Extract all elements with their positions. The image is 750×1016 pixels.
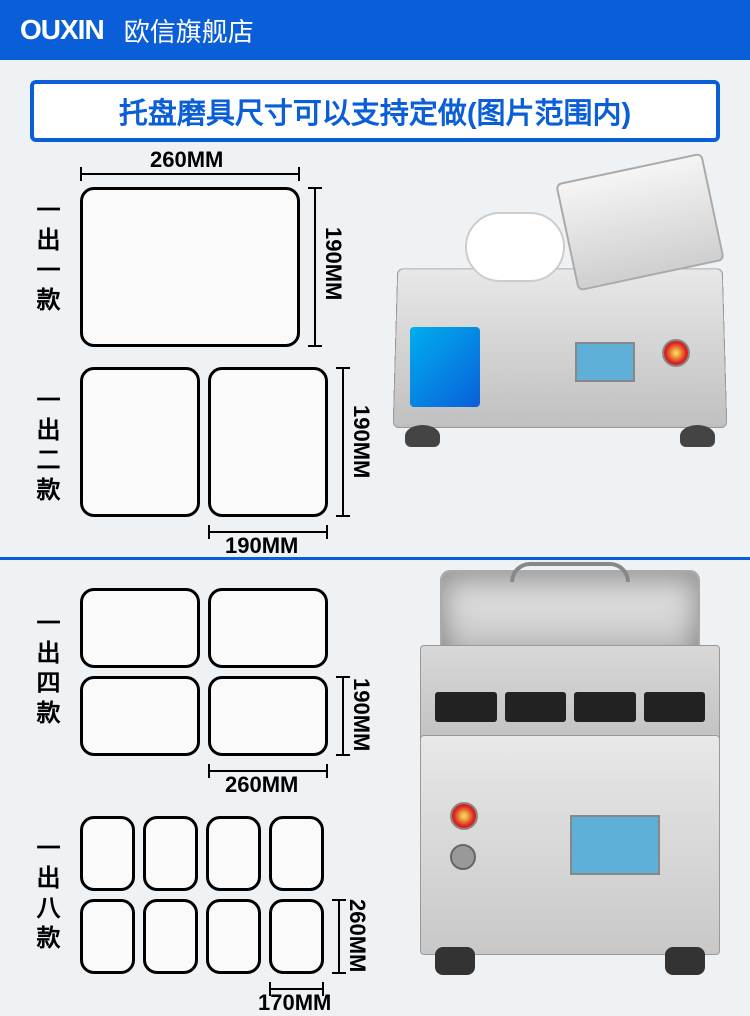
tray-2x4 [80,816,135,891]
dim-line [338,899,340,974]
dim-line [80,173,300,175]
dim-260: 260MM [225,772,298,798]
tray-1x2-a [80,367,200,517]
dim-190: 190MM [348,678,374,751]
machine-foot [405,425,440,447]
shop-name: 欧信旗舰店 [124,12,254,49]
tray-2x2 [208,676,328,756]
touch-screen [570,815,660,875]
dim-170: 170MM [258,990,331,1016]
power-button [450,844,476,870]
touch-screen [575,342,635,382]
dim-line [342,676,344,756]
tray-2x2 [208,588,328,668]
section-upper: 一出一款 260MM 190MM 一出二款 190MM 190MM [0,157,750,557]
dim-190: 190MM [348,405,374,478]
title-text: 托盘磨具尺寸可以支持定做(图片范围内) [119,98,631,130]
label-style4: 一出四款 [28,610,63,730]
emergency-stop-button [450,802,478,830]
label-style8: 一出八款 [28,835,63,955]
header-bar: OUXIN 欧信旗舰店 [0,0,750,60]
lid-handle [510,562,630,582]
title-banner: 托盘磨具尺寸可以支持定做(图片范围内) [30,80,720,142]
tray-2x2 [80,676,200,756]
tray-2x4 [206,816,261,891]
section-lower: 一出四款 190MM 260MM 一出八款 260MM 170MM [0,560,750,990]
emergency-stop-button [662,339,690,367]
machine-lid [440,570,700,655]
dim-line [314,187,316,347]
product-sticker [410,327,480,407]
tray-2x4 [269,899,324,974]
dim-190: 190MM [320,227,346,300]
dim-190: 190MM [225,533,298,559]
machine-small [395,167,725,447]
tray-1x1 [80,187,300,347]
caster-wheel [435,947,475,975]
tray-2x4 [143,899,198,974]
machine-large [420,570,720,970]
dim-line [342,367,344,517]
caster-wheel [665,947,705,975]
tray-1x2-b [208,367,328,517]
label-style1: 一出一款 [28,197,63,317]
tray-2x2 [80,588,200,668]
film-roll [465,212,565,282]
tray-2x4 [206,899,261,974]
tray-2x4 [143,816,198,891]
tray-slots [435,692,705,722]
machine-foot [680,425,715,447]
tray-2x4 [269,816,324,891]
label-style2: 一出二款 [28,387,63,507]
dim-260: 260MM [344,899,370,972]
tray-2x4 [80,899,135,974]
dim-260: 260MM [150,147,223,173]
brand-logo: OUXIN [20,14,104,46]
